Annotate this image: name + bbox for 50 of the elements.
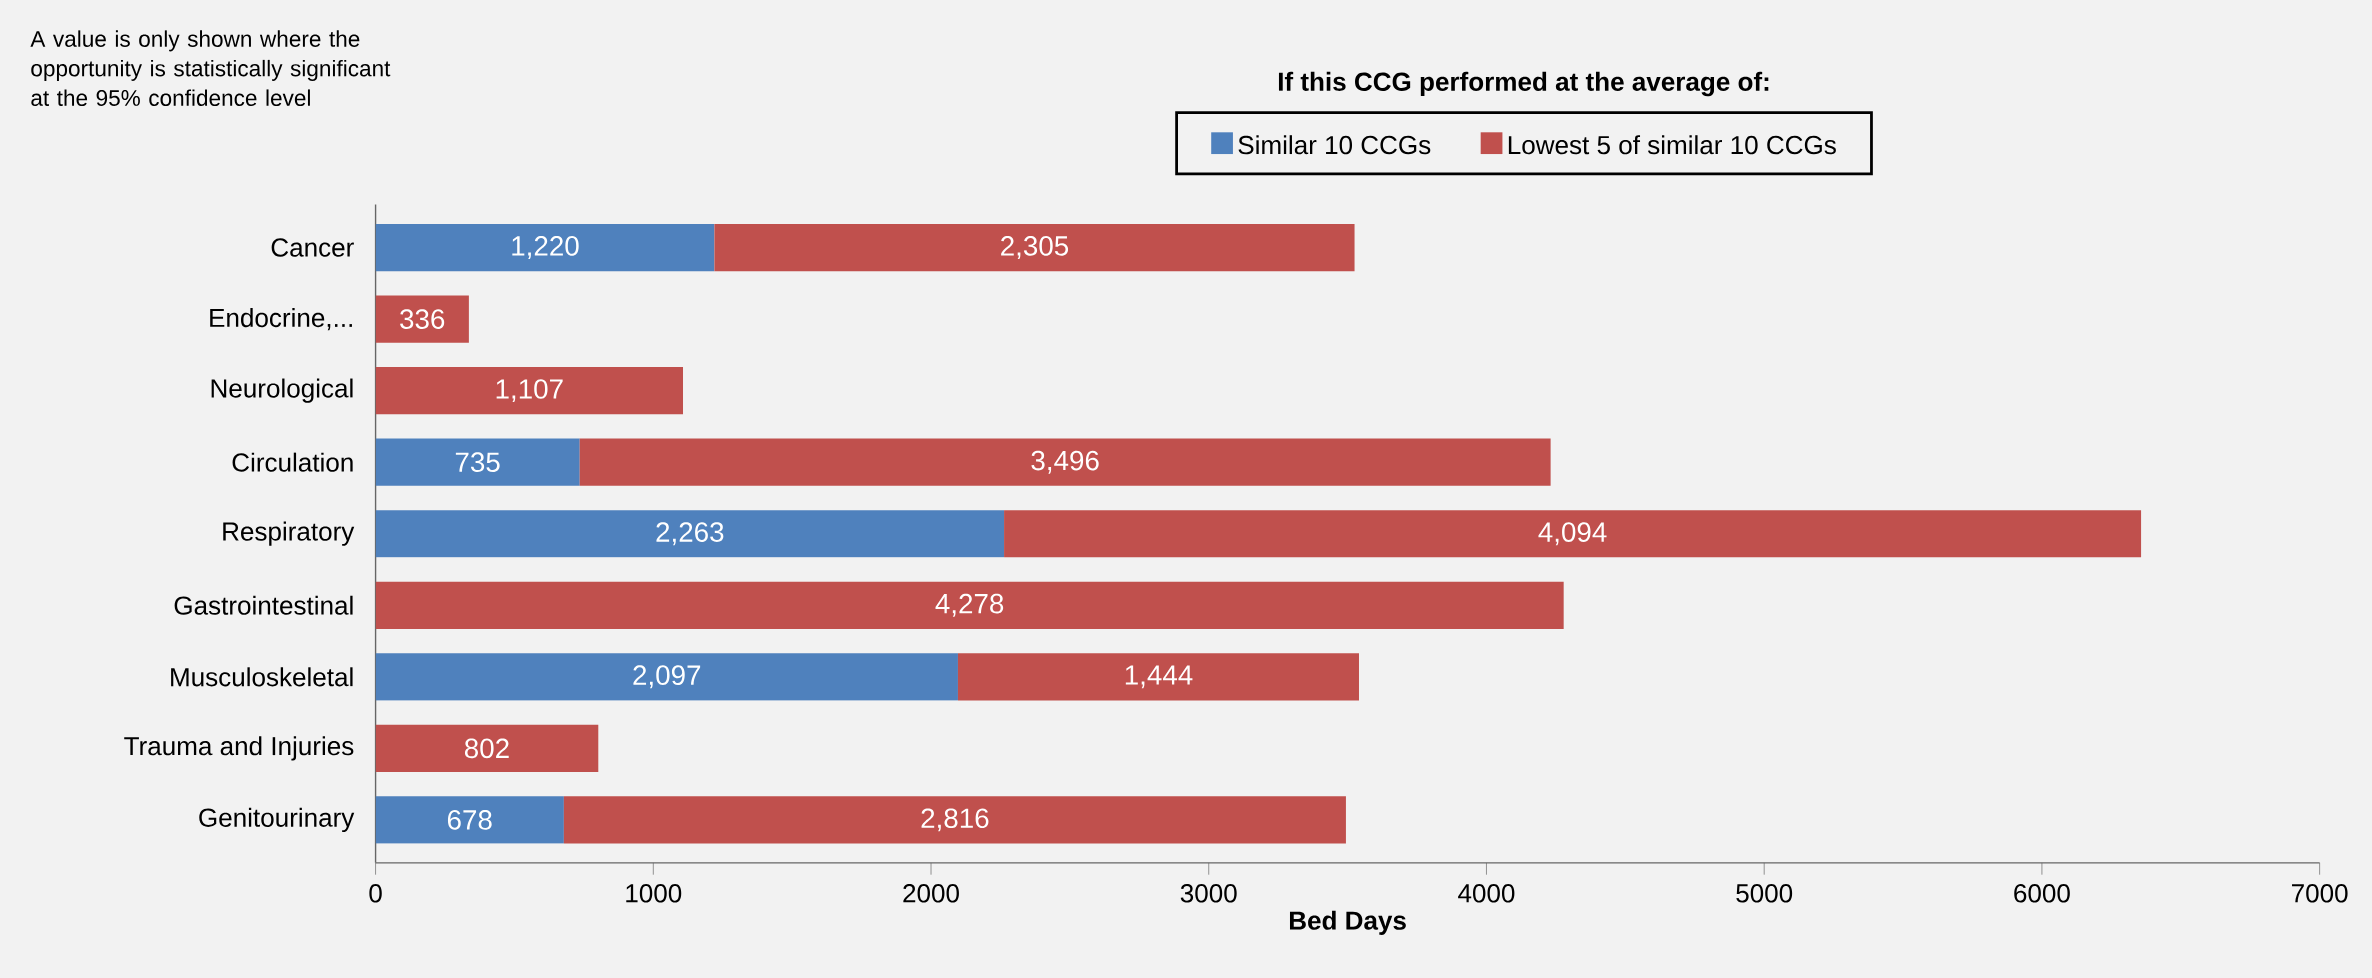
bar [714,223,1355,272]
x-tick-label: 6000 [2014,884,2070,903]
data-label: 2,305 [1001,236,1069,260]
data-label: 336 [400,309,445,329]
legend-title: If this CCG performed at the average of: [1278,71,1769,97]
bar [375,796,564,844]
data-label: 735 [455,452,500,473]
data-label: 1,107 [496,379,563,403]
bar [375,653,958,701]
data-label: 1,444 [1125,665,1193,689]
data-label: 2,097 [633,665,701,689]
y-tick-label: Musculoskeletal [171,667,353,687]
data-label: 4,278 [935,593,1004,617]
data-label: 3,496 [1031,450,1099,474]
x-tick-label: 1000 [626,884,682,903]
y-tick-label: Endocrine,... [210,308,352,331]
y-tick-label: Circulation [232,452,353,472]
bar [1004,510,2142,558]
x-tick-label: 4000 [1458,884,1515,903]
x-tick-label: 7000 [2292,884,2348,903]
data-label: 2,816 [921,808,989,832]
y-tick-label: Genitourinary [199,807,355,833]
bar [579,438,1551,486]
y-tick-label: Cancer [271,238,354,257]
data-label: 678 [447,810,492,830]
text: A value is only shown where the opportunity is statistically significant at the 95% confidence level [30,30,391,106]
data-label: 2,263 [656,522,724,546]
bar [375,367,684,415]
x-tick-label: 2000 [903,884,959,903]
y-tick-label: Respiratory [223,521,355,546]
data-label: 4,094 [1538,522,1607,546]
bar [375,438,580,486]
bar [375,724,599,772]
y-tick-label: Trauma and Injuries [124,736,354,761]
bar [375,510,1005,558]
legend-label: Similar 10 CCGs [1238,135,1431,155]
x-tick-label: 3000 [1180,884,1237,903]
legend-label: Lowest 5 of similar 10 CCGs [1508,135,1836,155]
x-tick-label: 0 [369,884,382,903]
bar [957,653,1359,701]
y-tick-label: Neurological [211,378,353,403]
bar [375,295,469,343]
bar [375,223,715,272]
bar [563,796,1346,844]
y-tick-label: Gastrointestinal [174,595,353,615]
bar [375,581,1564,629]
data-label: 1,220 [512,236,579,260]
x-tick-label: 5000 [1736,884,1793,903]
x-axis-title: Bed Days [1289,910,1406,935]
data-label: 802 [464,738,509,759]
